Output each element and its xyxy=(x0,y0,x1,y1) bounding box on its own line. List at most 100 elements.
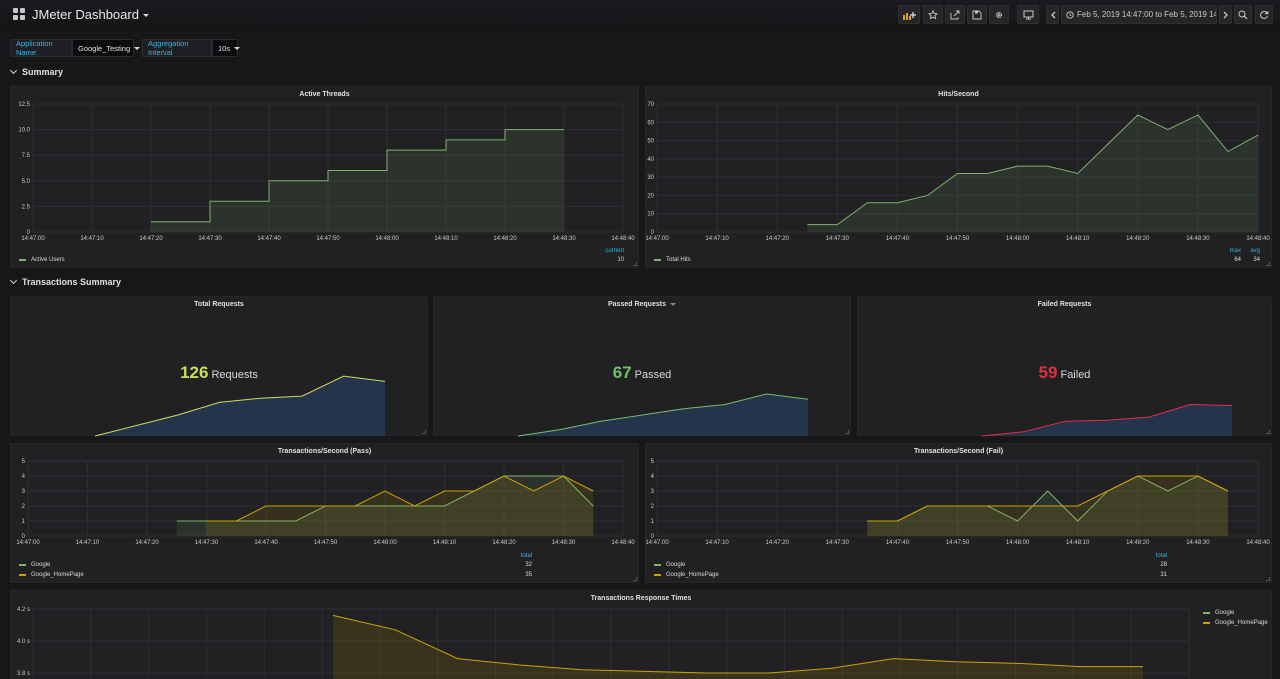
legend-label: Google xyxy=(666,562,686,568)
top-navbar: JMeter Dashboard Feb 5, 2019 14:47:00 to… xyxy=(0,0,1280,30)
legend-item[interactable]: Google_HomePage xyxy=(654,572,719,578)
legend-item[interactable]: Google xyxy=(19,562,50,568)
legend-item[interactable]: Total Hits xyxy=(654,257,691,263)
response-times-chart: 3.8 s 4.0 s 4.2 s xyxy=(17,607,1190,679)
x-tick-label: 14:48:30 xyxy=(1186,540,1210,546)
y-tick-label: 1 xyxy=(651,519,655,525)
stat-value: 126 Requests xyxy=(11,363,427,383)
x-tick-label: 14:48:00 xyxy=(373,540,397,546)
panel-resize-handle[interactable] xyxy=(845,430,849,434)
variable-dropdown-aggregation-interval[interactable]: 10s xyxy=(212,39,241,57)
zoom-out-button[interactable] xyxy=(1234,5,1252,24)
panel-resize-handle[interactable] xyxy=(1266,577,1270,581)
y-tick-label: 50 xyxy=(647,139,654,145)
time-range-picker[interactable]: Feb 5, 2019 14:47:00 to Feb 5, 2019 14:4… xyxy=(1061,5,1217,24)
legend-item[interactable]: Google xyxy=(654,562,685,568)
stat-unit: Passed xyxy=(634,369,672,381)
variable-value-text: Google_Testing xyxy=(78,43,131,53)
legend-header-total[interactable]: total xyxy=(1155,553,1167,559)
passed-requests-sparkline xyxy=(517,393,809,437)
chevron-down-icon xyxy=(9,276,18,285)
share-button[interactable] xyxy=(945,5,965,24)
panel-resize-handle[interactable] xyxy=(633,577,637,581)
settings-button[interactable] xyxy=(989,5,1009,24)
panel-resize-handle[interactable] xyxy=(633,262,637,266)
x-tick-label: 14:47:00 xyxy=(21,236,45,242)
x-tick-label: 14:47:10 xyxy=(76,540,100,546)
panel-title[interactable]: Failed Requests xyxy=(1037,301,1092,308)
legend-item[interactable]: Google xyxy=(1203,610,1234,616)
y-tick-label: 1 xyxy=(22,519,26,525)
total-requests-sparkline xyxy=(94,375,386,437)
x-tick-label: 14:48:00 xyxy=(1006,236,1030,242)
legend-header-current[interactable]: current xyxy=(605,248,624,254)
legend-header-max[interactable]: max xyxy=(1229,248,1241,254)
panel-hits-second: Hits/Second 0 10 20 30 40 50 60 70 14:47:00 14:47… xyxy=(645,86,1272,268)
chevron-left-icon xyxy=(1050,11,1055,18)
panel-failed-requests: Failed Requests 59 Failed xyxy=(857,296,1272,437)
legend-swatch xyxy=(654,564,661,566)
panel-tps-pass: Transactions/Second (Pass) 0 1 2 3 4 5 14:47:0… xyxy=(10,443,639,583)
row-transactions-title: Transactions Summary xyxy=(22,277,122,287)
stat-value: 59 Failed xyxy=(858,363,1271,383)
x-tick-label: 14:47:20 xyxy=(135,540,159,546)
star-button[interactable] xyxy=(923,5,943,24)
add-panel-button[interactable] xyxy=(898,5,920,24)
active-threads-chart: 0 2.5 5.0 7.5 10.0 12.5 14:47:00 14:47:10 14:47:… xyxy=(18,102,635,242)
refresh-button[interactable] xyxy=(1255,5,1273,24)
tps-fail-chart: 0 1 2 3 4 5 14:47:00 14:47:10 14:47:20 14:47:30 14… xyxy=(646,459,1270,546)
stat-number: 126 xyxy=(180,363,209,382)
x-tick-label: 14:48:40 xyxy=(1246,540,1270,546)
x-tick-label: 14:47:20 xyxy=(139,236,163,242)
panel-title[interactable]: Total Requests xyxy=(194,301,244,308)
x-tick-label: 14:47:50 xyxy=(946,236,970,242)
y-tick-label: 4.2 s xyxy=(17,607,30,613)
variable-label-application-name: Application Name xyxy=(10,39,72,57)
legend-header-avg[interactable]: avg xyxy=(1250,248,1260,254)
panel-title[interactable]: Active Threads xyxy=(299,91,350,98)
y-tick-label: 5 xyxy=(651,459,655,465)
x-tick-label: 14:47:50 xyxy=(314,540,338,546)
dashboard-title[interactable]: JMeter Dashboard xyxy=(32,7,149,22)
legend-swatch xyxy=(19,574,26,576)
time-back-button[interactable] xyxy=(1046,5,1059,24)
legend-value: 10 xyxy=(617,257,624,263)
legend-swatch xyxy=(19,259,26,261)
x-tick-label: 14:48:20 xyxy=(1126,540,1150,546)
legend-header-total[interactable]: total xyxy=(520,553,532,559)
stat-value: 67 Passed xyxy=(434,363,850,383)
row-summary[interactable]: Summary xyxy=(9,66,63,77)
x-tick-label: 14:47:10 xyxy=(705,236,729,242)
dashboard-grid-icon[interactable] xyxy=(13,8,25,20)
panel-title[interactable]: Transactions Response Times xyxy=(590,595,692,602)
tps-pass-chart: 0 1 2 3 4 5 14:47:00 14:47:10 14:47:20 14:47:30 14… xyxy=(16,459,635,546)
tv-mode-button[interactable] xyxy=(1017,5,1039,24)
time-forward-button[interactable] xyxy=(1219,5,1232,24)
y-tick-label: 3 xyxy=(22,489,26,495)
legend-label: Total Hits xyxy=(666,257,691,263)
legend-item[interactable]: Google_HomePage xyxy=(1203,620,1268,626)
save-button[interactable] xyxy=(967,5,987,24)
chevron-down-icon xyxy=(142,14,149,18)
x-tick-label: 14:47:30 xyxy=(826,236,850,242)
x-tick-label: 14:47:30 xyxy=(195,540,219,546)
y-tick-label: 10.0 xyxy=(18,128,30,134)
legend-item[interactable]: Active Users xyxy=(19,257,65,263)
panel-resize-handle[interactable] xyxy=(1266,430,1270,434)
star-icon xyxy=(928,9,938,20)
series-line-active-users xyxy=(151,129,564,223)
panel-title[interactable]: Transactions/Second (Pass) xyxy=(277,448,372,455)
x-tick-label: 14:47:30 xyxy=(198,236,222,242)
legend-value: 34 xyxy=(1253,257,1260,263)
panel-title[interactable]: Hits/Second xyxy=(938,91,979,98)
y-tick-label: 5 xyxy=(22,459,26,465)
y-tick-label: 7.5 xyxy=(22,153,31,159)
row-transactions-summary[interactable]: Transactions Summary xyxy=(9,276,122,287)
legend-item[interactable]: Google_HomePage xyxy=(19,572,84,578)
panel-title[interactable]: Transactions/Second (Fail) xyxy=(913,448,1004,455)
y-tick-label: 70 xyxy=(647,102,654,108)
variable-dropdown-application-name[interactable]: Google_Testing xyxy=(72,39,141,57)
panel-title[interactable]: Passed Requests xyxy=(434,301,850,308)
panel-resize-handle[interactable] xyxy=(422,430,426,434)
panel-resize-handle[interactable] xyxy=(1266,262,1270,266)
